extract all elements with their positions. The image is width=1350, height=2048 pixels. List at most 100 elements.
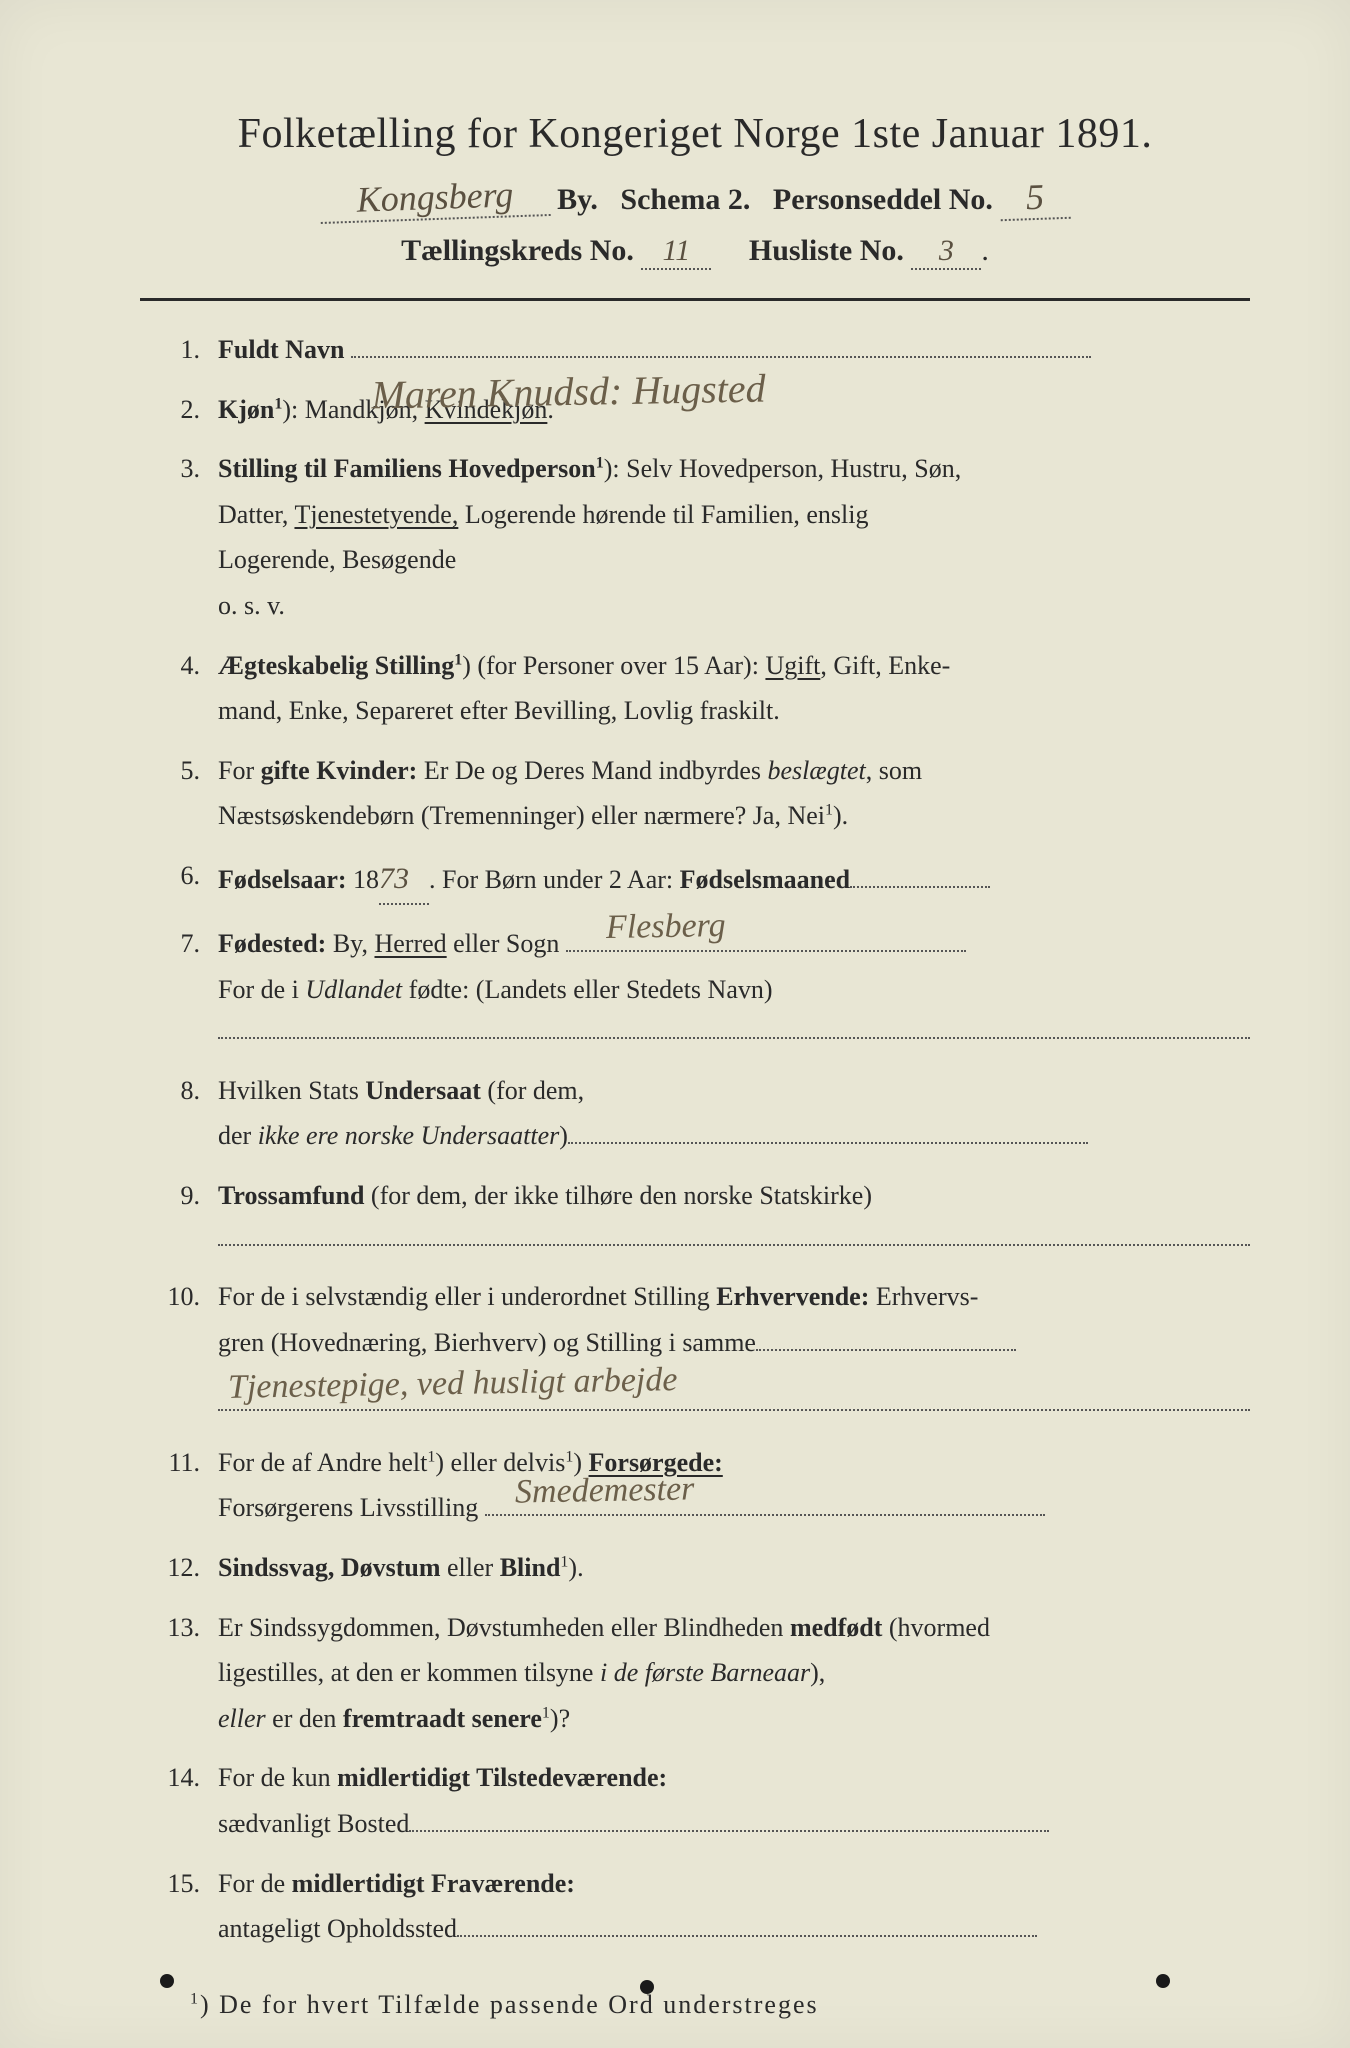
footnote: 1) De for hvert Tilfælde passende Ord un… [190,1990,1250,2020]
form-header: Folketælling for Kongeriget Norge 1ste J… [140,110,1250,270]
i7-l2i: Udlandet [305,975,402,1004]
num-10: 10. [140,1276,218,1318]
i10-l1b: Erhvervende: [716,1282,869,1311]
num-13: 13. [140,1607,218,1649]
i5-l2: Næstsøskendebørn (Tremenninger) eller næ… [218,801,825,830]
i10-l1a: For de i selvstændig eller i underordnet… [218,1282,716,1311]
content-11: For de af Andre helt1) eller delvis1) Fo… [218,1442,1250,1529]
i13-l3b: er den [266,1704,343,1733]
num-2: 2. [140,389,218,431]
i8-l2i: ikke ere norske Undersaatter [258,1121,560,1150]
item-5: 5. For gifte Kvinder: Er De og Deres Man… [140,750,1250,837]
item-8: 8. Hvilken Stats Undersaat (for dem, der… [140,1070,1250,1157]
content-15: For de midlertidigt Fraværende: antageli… [218,1863,1250,1950]
i4-l2: mand, Enke, Separeret efter Bevilling, L… [218,690,1250,732]
num-4: 4. [140,645,218,687]
husliste-hw: 3 [911,234,981,270]
content-1: Fuldt Navn Maren Knudsd: Hugsted [218,329,1250,371]
i3-l2: Datter, Tjenestetyende, Logerende hørend… [218,494,1250,536]
label-stilling: Stilling til Familiens Hovedperson [218,454,596,483]
i13-medfodt: medfødt [790,1613,882,1642]
i14-l1a: For de kun [218,1763,337,1792]
i3-l4: o. s. v. [218,585,1250,627]
punch-hole-left [160,1974,174,1988]
i5-l1b: gifte Kvinder: [261,756,418,785]
punch-hole-right [1156,1974,1170,1988]
i3-l2a: Datter, [218,500,294,529]
i5-l1a: For [218,756,261,785]
num-5: 5. [140,750,218,792]
num-7: 7. [140,923,218,965]
i6-rest: . For Børn under 2 Aar: [429,865,680,894]
item-11: 11. For de af Andre helt1) eller delvis1… [140,1442,1250,1529]
i13-l2a: ligestilles, at den er kommen tilsyne [218,1658,600,1687]
husliste-label: Husliste No. [749,234,904,267]
content-3: Stilling til Familiens Hovedperson1): Se… [218,448,1250,626]
item-7: 7. Fødested: By, Herred eller Sogn Flesb… [140,923,1250,1052]
personseddel-hw: 5 [1000,175,1071,221]
census-form-page: Folketælling for Kongeriget Norge 1ste J… [0,0,1350,2048]
i3-l1: ): Selv Hovedperson, Hustru, Søn, [604,454,961,483]
item-12: 12. Sindssvag, Døvstum eller Blind1). [140,1547,1250,1589]
punch-hole-mid [640,1980,654,1994]
content-4: Ægteskabelig Stilling1) (for Personer ov… [218,645,1250,732]
content-9: Trossamfund (for dem, der ikke tilhøre d… [218,1175,1250,1258]
name-handwritten: Maren Knudsd: Hugsted [371,357,765,366]
i3-l2b: Logerende hørende til Familien, enslig [458,500,868,529]
label-fodested: Fødested: [218,929,326,958]
i4-ugift: Ugift [765,651,820,680]
year-hw: 73 [379,855,429,905]
i8-l1c: (for dem, [481,1076,584,1105]
sup-13: 1 [542,1704,550,1721]
label-fodselsmaaned: Fødselsmaaned [680,865,850,894]
i5-l1i: beslægtet [768,756,866,785]
i4-l1a: ) (for Personer over 15 Aar): [462,651,765,680]
i12-tail: ). [568,1553,583,1582]
i11-field: Smedemester [485,1514,1045,1516]
i7-l2b: fødte: (Landets eller Stedets Navn) [402,975,772,1004]
label-blind: Blind [500,1553,561,1582]
i5-l1d: , som [866,756,922,785]
i10-l2-wrap: gren (Hovednæring, Bierhverv) og Stillin… [218,1322,1250,1364]
num-8: 8. [140,1070,218,1112]
i5-l1c: Er De og Deres Mand indbyrdes [417,756,767,785]
sogn-field: Flesberg [566,950,966,952]
footnote-sup: 1 [190,1990,200,2007]
forsorger-hw: Smedemester [514,1463,694,1521]
label-kjon: Kjøn [218,395,274,424]
i7-blank [218,1025,1250,1039]
sup-3: 1 [596,455,604,472]
i14-l2: sædvanligt Bosted [218,1809,409,1838]
i8-l2: der ikke ere norske Undersaatter) [218,1115,1250,1157]
kreds-hw: 11 [641,234,711,270]
sup-4: 1 [454,651,462,668]
num-1: 1. [140,329,218,371]
num-6: 6. [140,855,218,897]
label-fodselsaar: Fødselsaar: [218,865,347,894]
i7-l1a: By, [326,929,374,958]
item-14: 14. For de kun midlertidigt Tilstedevære… [140,1757,1250,1844]
i13-l3c: fremtraadt senere [343,1704,542,1733]
footnote-text: ) De for hvert Tilfælde passende Ord und… [200,1990,819,2019]
header-line-3: Tællingskreds No. 11 Husliste No. 3. [140,234,1250,270]
item-4: 4. Ægteskabelig Stilling1) (for Personer… [140,645,1250,732]
i15-l2-wrap: antageligt Opholdssted [218,1908,1250,1950]
i13-l3a: eller [218,1704,266,1733]
label-sindssvag: Sindssvag, Døvstum [218,1553,441,1582]
item-6: 6. Fødselsaar: 1873. For Børn under 2 Aa… [140,855,1250,905]
i14-l1b: midlertidigt Tilstedeværende: [337,1763,667,1792]
content-13: Er Sindssygdommen, Døvstumheden eller Bl… [218,1607,1250,1740]
label-trossamfund: Trossamfund [218,1181,364,1210]
item-3: 3. Stilling til Familiens Hovedperson1):… [140,448,1250,626]
i11-l2-wrap: Forsørgerens Livsstilling Smedemester [218,1487,1250,1529]
i7-herred: Herred [374,929,446,958]
num-12: 12. [140,1547,218,1589]
i13-l1a: Er Sindssygdommen, Døvstumheden eller Bl… [218,1613,790,1642]
i8-l2a: der [218,1121,258,1150]
num-9: 9. [140,1175,218,1217]
content-7: Fødested: By, Herred eller Sogn Flesberg… [218,923,1250,1052]
content-8: Hvilken Stats Undersaat (for dem, der ik… [218,1070,1250,1157]
i9-field [218,1232,1250,1246]
i14-l2-wrap: sædvanligt Bosted [218,1803,1250,1845]
num-15: 15. [140,1863,218,1905]
